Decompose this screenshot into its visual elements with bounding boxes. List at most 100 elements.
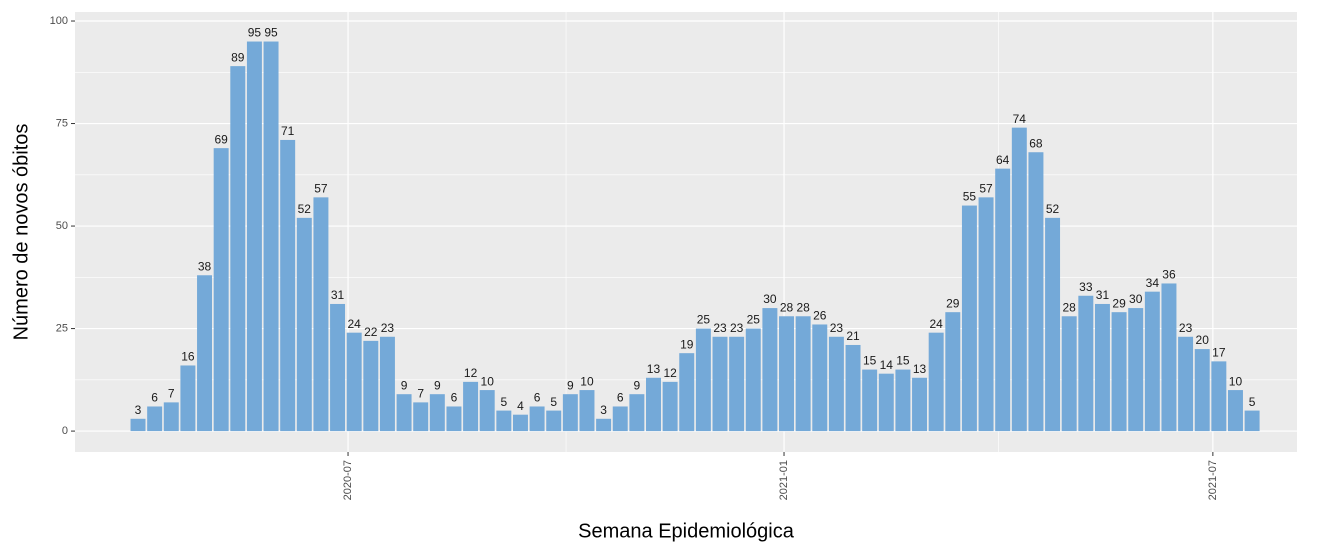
bar bbox=[163, 402, 179, 432]
bar bbox=[413, 402, 429, 432]
y-tick-label: 100 bbox=[50, 15, 68, 27]
bar bbox=[330, 303, 346, 432]
y-tick-label: 50 bbox=[56, 220, 68, 232]
value-label: 19 bbox=[680, 337, 694, 351]
bar bbox=[512, 414, 528, 432]
value-label: 38 bbox=[198, 259, 212, 273]
bar bbox=[646, 377, 661, 432]
bar bbox=[280, 139, 296, 432]
bar bbox=[779, 316, 794, 432]
value-label: 3 bbox=[135, 403, 142, 417]
value-label: 13 bbox=[647, 362, 661, 376]
x-tick-label: 2021-07 bbox=[1207, 460, 1219, 500]
value-label: 10 bbox=[580, 374, 594, 388]
bar bbox=[313, 197, 329, 432]
value-label: 29 bbox=[1112, 296, 1126, 310]
bar bbox=[296, 217, 312, 432]
x-tick-label: 2020-07 bbox=[342, 460, 354, 500]
bar bbox=[961, 205, 977, 432]
value-label: 89 bbox=[231, 50, 245, 64]
value-label: 57 bbox=[979, 182, 993, 196]
bar bbox=[629, 394, 645, 432]
bar bbox=[1011, 127, 1027, 432]
bar bbox=[197, 275, 213, 432]
value-label: 12 bbox=[464, 366, 478, 380]
bar bbox=[1028, 152, 1044, 432]
value-label: 23 bbox=[730, 321, 744, 335]
bar bbox=[429, 394, 445, 432]
bar bbox=[945, 312, 961, 432]
value-label: 9 bbox=[434, 378, 441, 392]
bar bbox=[463, 381, 479, 432]
bar bbox=[1244, 410, 1260, 432]
bar bbox=[795, 316, 811, 432]
value-label: 3 bbox=[600, 403, 607, 417]
bar bbox=[928, 332, 944, 432]
bar bbox=[1111, 312, 1127, 432]
value-label: 12 bbox=[663, 366, 677, 380]
bar bbox=[446, 406, 462, 432]
bar bbox=[662, 381, 678, 432]
y-tick-label: 25 bbox=[56, 322, 68, 334]
value-label: 6 bbox=[617, 391, 624, 405]
bar bbox=[762, 308, 778, 432]
bar bbox=[995, 168, 1011, 432]
bar bbox=[579, 390, 595, 432]
value-label: 30 bbox=[763, 292, 777, 306]
value-label: 28 bbox=[796, 300, 810, 314]
value-label: 25 bbox=[697, 313, 711, 327]
bar bbox=[1161, 283, 1177, 432]
value-label: 55 bbox=[963, 190, 977, 204]
bar bbox=[1094, 303, 1110, 432]
value-label: 6 bbox=[151, 391, 158, 405]
bar bbox=[1144, 291, 1160, 432]
value-label: 31 bbox=[1096, 288, 1110, 302]
value-label: 9 bbox=[634, 378, 641, 392]
bar bbox=[529, 406, 545, 432]
value-label: 7 bbox=[417, 387, 424, 401]
bar bbox=[862, 369, 878, 432]
bar bbox=[147, 406, 163, 432]
bar bbox=[1078, 295, 1094, 432]
bar bbox=[612, 406, 628, 432]
value-label: 5 bbox=[500, 395, 507, 409]
value-label: 23 bbox=[713, 321, 727, 335]
value-label: 28 bbox=[1063, 300, 1077, 314]
bar bbox=[1128, 308, 1144, 432]
value-label: 64 bbox=[996, 153, 1010, 167]
value-label: 6 bbox=[451, 391, 458, 405]
bar bbox=[845, 344, 861, 432]
value-label: 95 bbox=[264, 26, 278, 40]
value-label: 22 bbox=[364, 325, 378, 339]
value-label: 14 bbox=[880, 358, 894, 372]
bar bbox=[363, 340, 379, 432]
bar bbox=[130, 418, 146, 432]
value-label: 29 bbox=[946, 296, 960, 310]
bar bbox=[379, 336, 395, 432]
bar bbox=[596, 418, 612, 432]
bar bbox=[712, 336, 728, 432]
bar bbox=[396, 394, 412, 432]
value-label: 26 bbox=[813, 309, 827, 323]
bar bbox=[546, 410, 562, 432]
bar bbox=[246, 41, 262, 432]
bar bbox=[496, 410, 512, 432]
value-label: 57 bbox=[314, 182, 328, 196]
bar bbox=[812, 324, 828, 432]
bar bbox=[230, 66, 246, 432]
x-tick-label: 2021-01 bbox=[778, 460, 790, 500]
value-label: 36 bbox=[1162, 268, 1176, 282]
value-label: 5 bbox=[1249, 395, 1256, 409]
bar bbox=[346, 332, 362, 432]
value-label: 24 bbox=[348, 317, 362, 331]
value-label: 15 bbox=[896, 354, 910, 368]
value-label: 28 bbox=[780, 300, 794, 314]
value-label: 10 bbox=[1229, 374, 1243, 388]
value-label: 10 bbox=[481, 374, 495, 388]
bar bbox=[479, 390, 495, 432]
bar bbox=[213, 148, 229, 432]
bar bbox=[695, 328, 711, 432]
value-label: 15 bbox=[863, 354, 877, 368]
value-label: 52 bbox=[298, 202, 312, 216]
